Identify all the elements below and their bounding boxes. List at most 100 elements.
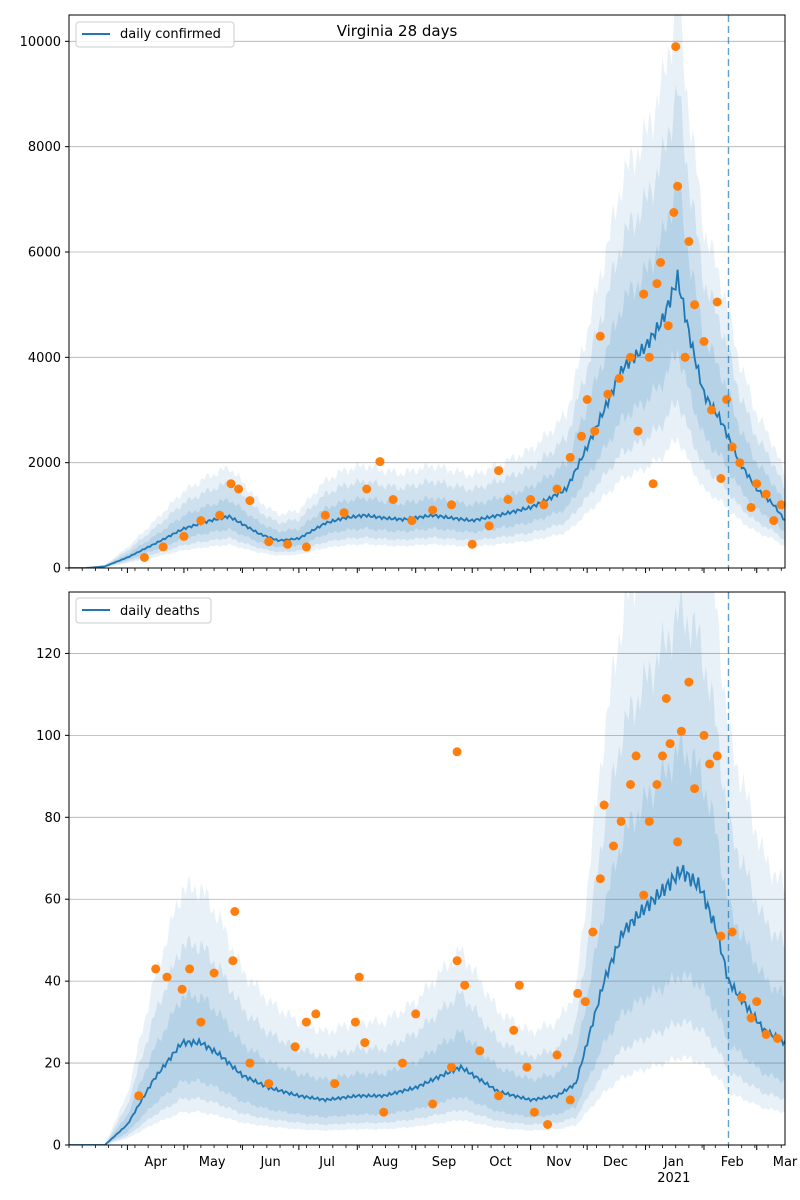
data-point bbox=[762, 490, 771, 499]
y-tick-label: 40 bbox=[44, 975, 61, 990]
data-point bbox=[504, 495, 513, 504]
data-point bbox=[360, 1038, 369, 1047]
data-point bbox=[362, 485, 371, 494]
data-point bbox=[196, 516, 205, 525]
data-point bbox=[264, 1079, 273, 1088]
data-point bbox=[617, 817, 626, 826]
data-point bbox=[355, 973, 364, 982]
data-point bbox=[573, 989, 582, 998]
y-tick-label: 60 bbox=[44, 893, 61, 908]
data-point bbox=[515, 981, 524, 990]
data-point bbox=[210, 969, 219, 978]
data-point bbox=[407, 516, 416, 525]
data-point bbox=[566, 453, 575, 462]
data-point bbox=[747, 503, 756, 512]
data-point bbox=[581, 997, 590, 1006]
data-point bbox=[596, 332, 605, 341]
data-point bbox=[673, 182, 682, 191]
data-point bbox=[639, 290, 648, 299]
data-point bbox=[590, 427, 599, 436]
x-tick-label: Nov bbox=[546, 1155, 572, 1170]
data-point bbox=[539, 500, 548, 509]
data-point bbox=[228, 956, 237, 965]
data-point bbox=[600, 801, 609, 810]
y-tick-label: 0 bbox=[53, 1139, 61, 1154]
data-point bbox=[475, 1046, 484, 1055]
data-point bbox=[245, 496, 254, 505]
y-tick-label: 100 bbox=[36, 729, 61, 744]
data-point bbox=[632, 751, 641, 760]
data-point bbox=[389, 495, 398, 504]
data-point bbox=[652, 279, 661, 288]
chart-title: Virginia 28 days bbox=[337, 22, 458, 40]
data-point bbox=[566, 1095, 575, 1104]
data-point bbox=[645, 817, 654, 826]
legend-label-confirmed: daily confirmed bbox=[120, 27, 221, 42]
data-point bbox=[673, 837, 682, 846]
data-point bbox=[291, 1042, 300, 1051]
data-point bbox=[752, 997, 761, 1006]
y-tick-label: 6000 bbox=[28, 246, 61, 261]
data-point bbox=[626, 353, 635, 362]
data-point bbox=[302, 542, 311, 551]
data-point bbox=[151, 964, 160, 973]
data-point bbox=[245, 1059, 254, 1068]
data-point bbox=[159, 542, 168, 551]
x-tick-label: Feb bbox=[721, 1155, 744, 1170]
data-point bbox=[713, 298, 722, 307]
data-point bbox=[705, 760, 714, 769]
data-point bbox=[398, 1059, 407, 1068]
data-point bbox=[596, 874, 605, 883]
y-tick-label: 8000 bbox=[28, 140, 61, 155]
data-point bbox=[777, 500, 786, 509]
data-point bbox=[140, 553, 149, 562]
data-point bbox=[737, 993, 746, 1002]
data-point bbox=[603, 390, 612, 399]
data-point bbox=[645, 353, 654, 362]
y-tick-label: 80 bbox=[44, 811, 61, 826]
x-tick-label: Jul bbox=[318, 1155, 335, 1170]
data-point bbox=[722, 395, 731, 404]
data-point bbox=[735, 458, 744, 467]
data-point bbox=[634, 427, 643, 436]
data-point bbox=[179, 532, 188, 541]
data-point bbox=[609, 842, 618, 851]
data-point bbox=[196, 1018, 205, 1027]
data-point bbox=[447, 1063, 456, 1072]
data-point bbox=[684, 678, 693, 687]
data-point bbox=[543, 1120, 552, 1129]
x-tick-label: Mar bbox=[773, 1155, 798, 1170]
data-point bbox=[134, 1091, 143, 1100]
x-tick-label: Dec bbox=[603, 1155, 628, 1170]
data-point bbox=[684, 237, 693, 246]
data-point bbox=[639, 891, 648, 900]
data-point bbox=[375, 457, 384, 466]
x-tick-label: Oct bbox=[489, 1155, 511, 1170]
data-point bbox=[302, 1018, 311, 1027]
data-point bbox=[677, 727, 686, 736]
y-tick-label: 0 bbox=[53, 562, 61, 577]
data-point bbox=[447, 500, 456, 509]
x-tick-label: Sep bbox=[432, 1155, 457, 1170]
confirmed-legend: daily confirmed bbox=[76, 22, 234, 47]
figure: 0200040006000800010000 020406080100120Ap… bbox=[0, 0, 800, 1200]
x-tick-label: Jun bbox=[259, 1155, 280, 1170]
data-point bbox=[652, 780, 661, 789]
data-point bbox=[428, 506, 437, 515]
legend-label-deaths: daily deaths bbox=[120, 604, 200, 619]
data-point bbox=[747, 1014, 756, 1023]
data-point bbox=[752, 479, 761, 488]
y-tick-label: 4000 bbox=[28, 351, 61, 366]
data-point bbox=[649, 479, 658, 488]
data-point bbox=[690, 300, 699, 309]
data-point bbox=[178, 985, 187, 994]
data-point bbox=[577, 432, 586, 441]
data-point bbox=[769, 516, 778, 525]
data-point bbox=[215, 511, 224, 520]
data-point bbox=[453, 747, 462, 756]
y-tick-label: 20 bbox=[44, 1057, 61, 1072]
data-point bbox=[716, 474, 725, 483]
x-tick-label: Jan bbox=[663, 1155, 684, 1170]
x-year-label: 2021 bbox=[657, 1171, 690, 1186]
data-point bbox=[662, 694, 671, 703]
